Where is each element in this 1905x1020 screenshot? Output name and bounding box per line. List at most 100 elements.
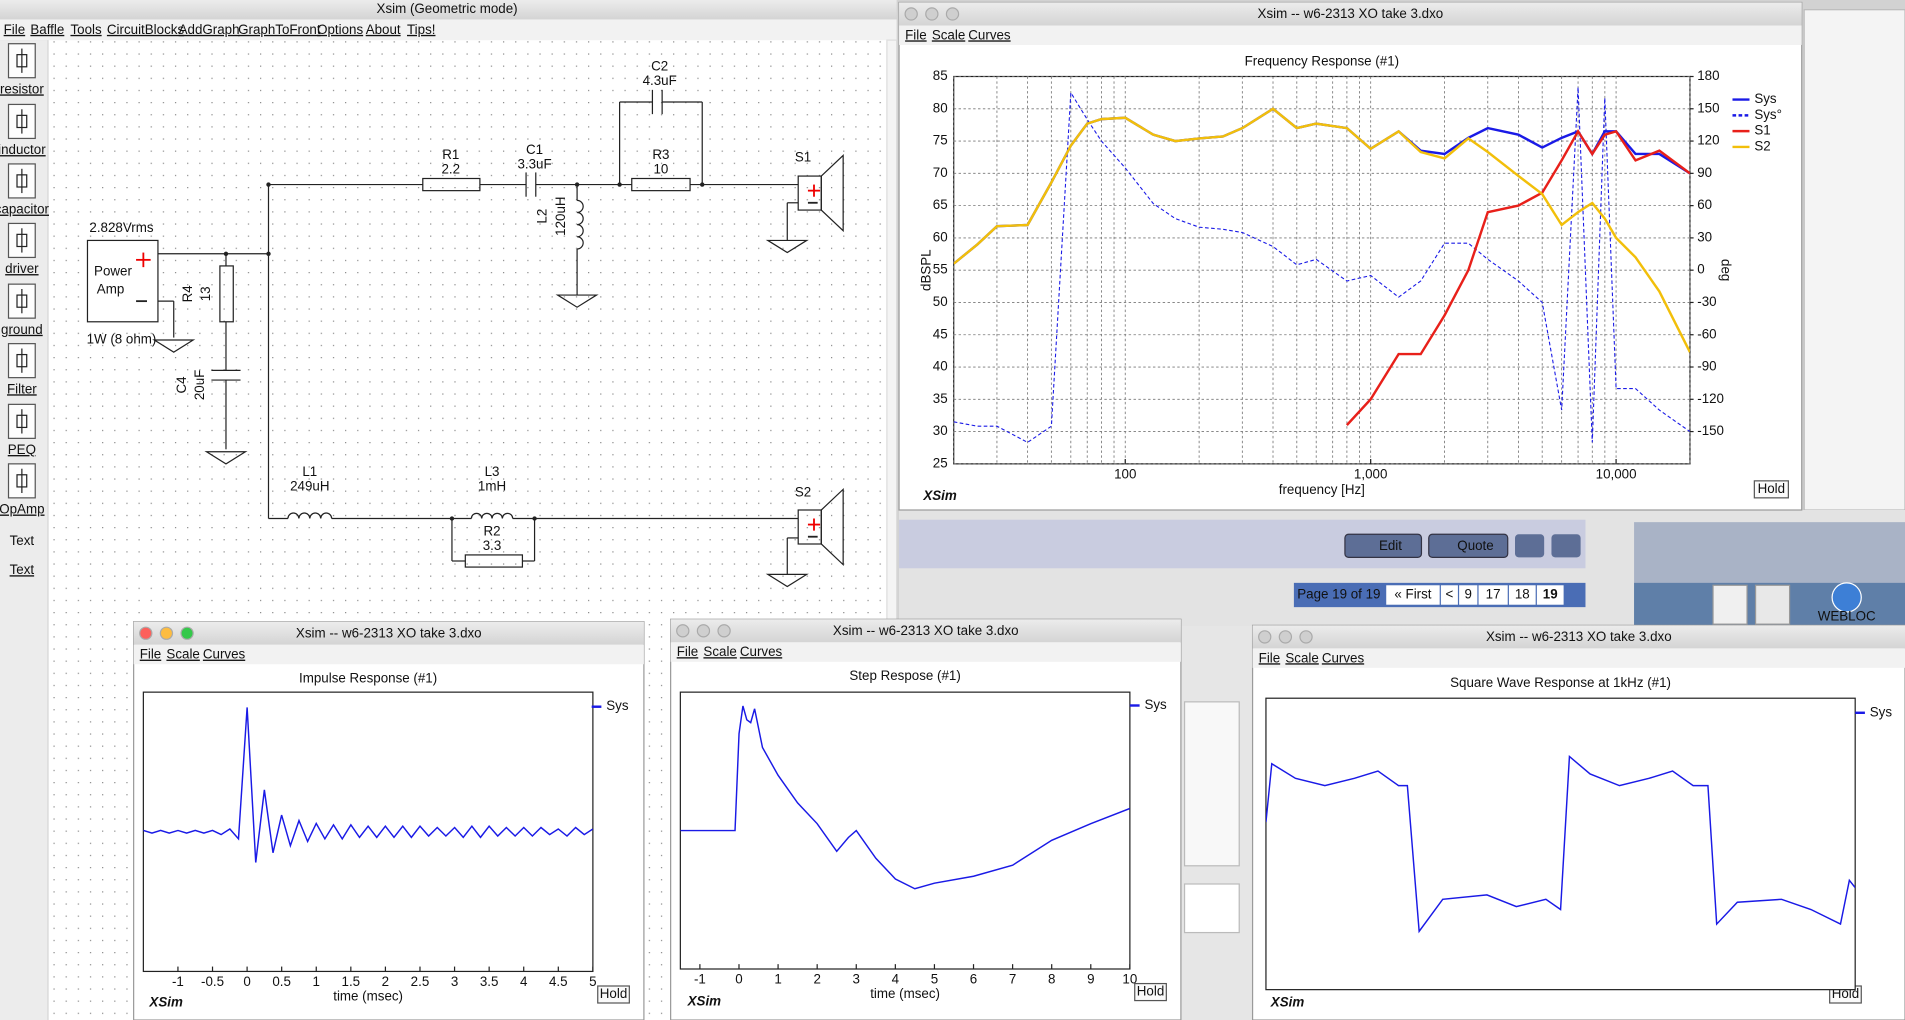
palette-label[interactable]: resistor <box>0 81 44 96</box>
pager-link[interactable]: 17 <box>1486 587 1501 602</box>
window-control[interactable] <box>945 7 960 21</box>
menu-item[interactable]: GraphToFront <box>238 22 321 37</box>
component-label: 10 <box>653 162 668 177</box>
y-tick-label: 40 <box>933 359 948 374</box>
window-control[interactable] <box>159 626 174 640</box>
hold-label[interactable]: Hold <box>1137 984 1164 999</box>
x-tick-label: 3 <box>451 974 458 989</box>
window-control[interactable] <box>717 624 731 638</box>
ground <box>555 294 599 308</box>
menu-item[interactable]: Scale <box>932 27 965 42</box>
ground <box>765 239 809 254</box>
webloc-label[interactable]: WEBLOC <box>1818 608 1876 623</box>
ground <box>765 573 809 588</box>
component-label: 4.3uF <box>643 73 677 88</box>
window-control[interactable] <box>904 7 918 21</box>
window-control[interactable] <box>676 624 690 638</box>
menu-item[interactable]: Curves <box>740 644 783 659</box>
component-label: L3 <box>485 464 500 479</box>
hold-button[interactable] <box>597 985 630 1004</box>
menu-item[interactable]: File <box>1259 650 1281 665</box>
hold-label[interactable]: Hold <box>600 986 627 1001</box>
palette-glyph <box>16 233 28 248</box>
window-control[interactable] <box>925 7 939 21</box>
pager-cell[interactable] <box>1440 585 1458 605</box>
menu-item[interactable]: File <box>140 647 162 662</box>
y-tick-label: 45 <box>933 326 948 341</box>
component-label: 2.2 <box>441 162 460 177</box>
palette-glyph <box>16 294 28 308</box>
menu-item[interactable]: Scale <box>703 644 736 659</box>
window-control[interactable] <box>1278 630 1293 644</box>
palette-label[interactable]: ground <box>1 322 43 337</box>
menu-item[interactable]: Scale <box>166 647 199 662</box>
plot-area <box>1265 697 1856 991</box>
pager-link[interactable]: 9 <box>1465 587 1472 602</box>
pager-link[interactable]: « First <box>1394 587 1431 602</box>
menu-item[interactable]: Tips! <box>407 22 435 37</box>
y2-tick-label: 30 <box>1697 229 1712 244</box>
window-title: Xsim -- w6-2313 XO take 3.dxo <box>1486 629 1672 644</box>
x-tick-label: 0.5 <box>272 974 291 989</box>
palette-label[interactable]: OpAmp <box>0 502 45 517</box>
brand: XSim <box>1270 995 1305 1010</box>
menu-item[interactable]: Curves <box>968 27 1011 42</box>
pager-cell[interactable] <box>1478 585 1508 605</box>
palette-label[interactable]: PEQ <box>8 442 36 457</box>
brand: XSim <box>922 488 957 503</box>
pager-cell[interactable] <box>1536 585 1564 605</box>
menu-item[interactable]: CircuitBlocks <box>107 22 185 37</box>
ground <box>204 451 248 465</box>
pager-cell[interactable] <box>1508 585 1536 605</box>
pager-link[interactable]: < <box>1445 587 1453 602</box>
hold-button[interactable] <box>1134 982 1167 1002</box>
menu-item[interactable]: Scale <box>1285 650 1318 665</box>
component-label: 3.3 <box>483 538 502 553</box>
menu-item[interactable]: Options <box>317 22 363 37</box>
pager-link[interactable]: 19 <box>1543 587 1558 602</box>
forum-button[interactable] <box>1428 533 1509 558</box>
resistor <box>464 554 524 568</box>
window-title-bar <box>1252 625 1905 649</box>
menu-item[interactable]: File <box>905 27 927 42</box>
ground <box>152 339 196 353</box>
forum-button-label[interactable]: Edit <box>1379 538 1402 553</box>
window-control[interactable] <box>1258 630 1272 644</box>
menu-item[interactable]: AddGraph <box>179 22 240 37</box>
forum-button[interactable] <box>1344 533 1423 558</box>
junction <box>266 251 271 256</box>
palette-label[interactable]: capacitor <box>0 202 50 217</box>
menu-item[interactable]: File <box>4 22 26 37</box>
x-tick-label: 7 <box>1009 971 1016 986</box>
x-tick-label: 1 <box>313 974 320 989</box>
palette-label[interactable]: inductor <box>0 142 46 157</box>
icon-button[interactable] <box>1515 534 1545 558</box>
hold-button[interactable] <box>1753 480 1789 499</box>
pager-link[interactable]: 18 <box>1515 587 1530 602</box>
x-tick-label: 8 <box>1048 971 1055 986</box>
menu-item[interactable]: Curves <box>1322 650 1365 665</box>
window-control[interactable] <box>180 626 194 640</box>
menu-item[interactable]: Baffle <box>30 22 64 37</box>
component-label: S2 <box>795 485 811 500</box>
palette-label[interactable]: driver <box>5 261 39 276</box>
pager-cell[interactable] <box>1459 585 1478 605</box>
forum-button-label[interactable]: Quote <box>1457 538 1493 553</box>
panel-box <box>1183 701 1240 867</box>
palette-icon-text[interactable]: Text <box>10 533 35 548</box>
inductor <box>470 512 514 519</box>
menu-item[interactable]: About <box>366 22 401 37</box>
menu-item[interactable]: File <box>677 644 699 659</box>
window-control[interactable] <box>139 626 153 640</box>
window-control[interactable] <box>696 624 711 638</box>
window-title-bar <box>133 621 644 645</box>
menu-item[interactable]: Curves <box>203 647 246 662</box>
palette-label[interactable]: Text <box>10 562 35 577</box>
palette-label[interactable]: Filter <box>7 381 37 396</box>
pager-cell[interactable] <box>1386 585 1440 605</box>
icon-button[interactable] <box>1551 534 1581 558</box>
x-tick-label: 3.5 <box>480 974 499 989</box>
menu-item[interactable]: Tools <box>70 22 102 37</box>
window-control[interactable] <box>1299 630 1313 644</box>
hold-label[interactable]: Hold <box>1758 481 1785 496</box>
